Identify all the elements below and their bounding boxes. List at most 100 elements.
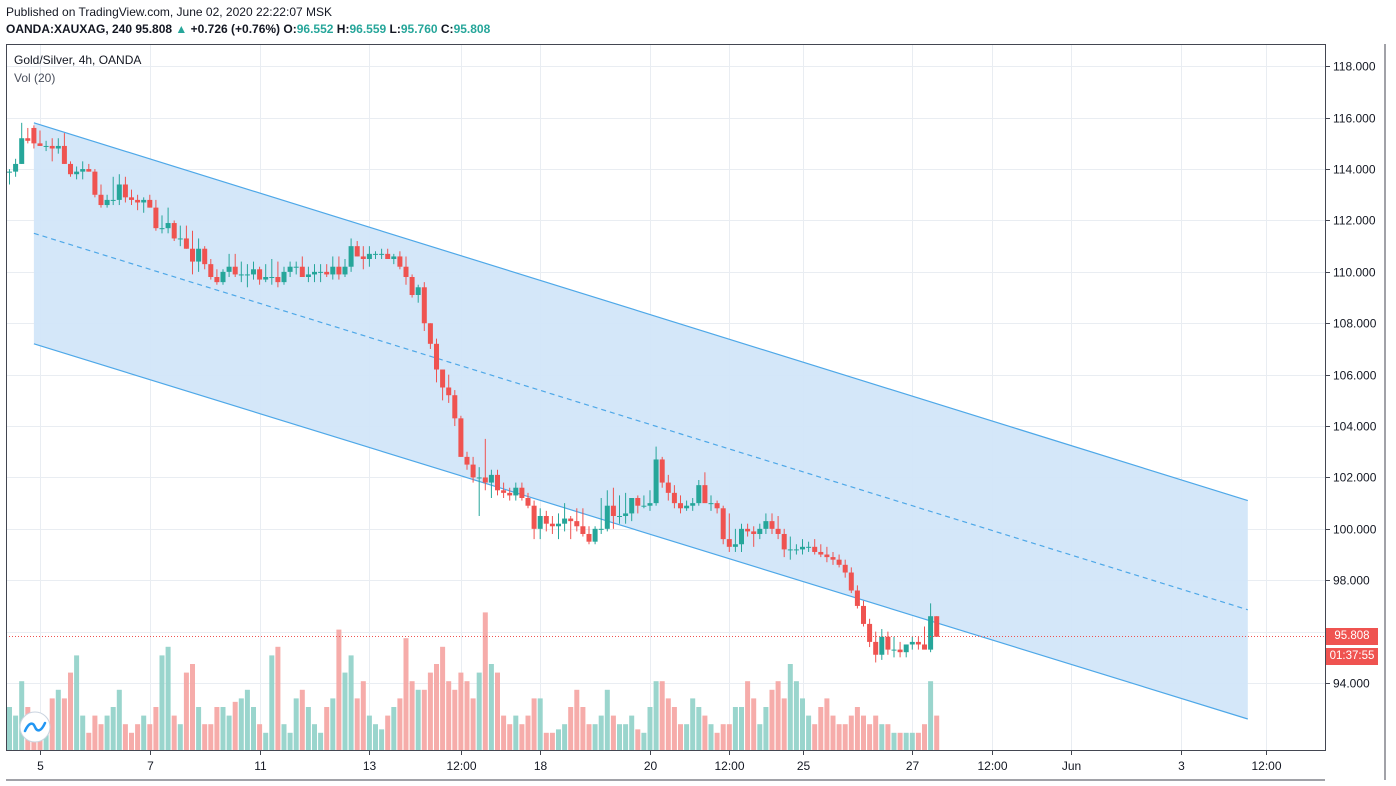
volume-bar <box>171 715 177 750</box>
candle <box>421 287 427 324</box>
channel-upper-line <box>33 122 1248 502</box>
volume-bar <box>909 732 915 750</box>
volume-bar <box>238 698 244 750</box>
volume-bar <box>836 724 842 750</box>
candle <box>623 513 629 516</box>
volume-bar <box>415 689 421 750</box>
candle <box>92 171 98 195</box>
volume-bar <box>110 707 116 750</box>
volume-legend[interactable]: Vol (20) <box>14 71 56 85</box>
candle <box>562 518 568 524</box>
candle <box>745 528 751 532</box>
up-arrow-icon: ▲ <box>175 22 188 36</box>
candle <box>360 256 366 260</box>
volume-bar <box>226 715 232 750</box>
candle <box>458 418 464 457</box>
volume-bar <box>287 732 293 750</box>
x-tick-label: 12:00 <box>446 759 476 773</box>
volume-bar <box>824 698 830 750</box>
volume-bar <box>379 729 385 750</box>
candle <box>867 623 873 642</box>
candle <box>116 184 122 200</box>
candle <box>25 138 31 141</box>
volume-bar <box>299 689 305 750</box>
x-tick-label: 27 <box>906 759 920 773</box>
volume-bar <box>580 707 586 750</box>
volume-bar <box>434 664 439 750</box>
volume-bar <box>153 707 159 750</box>
candle <box>257 269 263 280</box>
volume-bar <box>37 736 43 750</box>
candle <box>556 523 561 527</box>
volume-bar <box>781 698 787 750</box>
volume-bar <box>183 672 189 750</box>
candle <box>196 248 202 262</box>
candle <box>354 246 360 257</box>
volume-bar <box>391 707 397 750</box>
channel-lower-line <box>33 343 1248 720</box>
candle <box>739 528 744 545</box>
volume-bar <box>427 672 433 750</box>
volume-bar <box>19 681 25 750</box>
chart-legend-title[interactable]: Gold/Silver, 4h, OANDA <box>14 53 142 67</box>
volume-bar <box>275 646 281 750</box>
volume-bar <box>312 724 317 750</box>
volume-bar <box>68 672 73 750</box>
candle <box>135 199 141 203</box>
x-tick-label: 12:00 <box>714 759 744 773</box>
candle <box>568 518 574 522</box>
y-tick-label: 100.000 <box>1333 523 1377 537</box>
volume-bar <box>867 724 873 750</box>
volume-bars <box>7 612 940 750</box>
volume-bar <box>775 681 781 750</box>
volume-bar <box>763 707 769 750</box>
channel-fill <box>33 122 1248 719</box>
regression-channel[interactable] <box>33 122 1248 720</box>
candle <box>287 266 293 272</box>
low-value: 95.760 <box>400 22 438 36</box>
open-value: 96.552 <box>296 22 334 36</box>
candle <box>800 546 805 550</box>
channel-mid-line <box>33 232 1248 611</box>
close-label: C: <box>440 22 454 36</box>
candle <box>318 271 324 273</box>
candle <box>232 266 238 275</box>
candle <box>385 253 391 260</box>
candle <box>110 199 116 201</box>
candle <box>836 559 842 565</box>
volume-bar <box>458 672 464 750</box>
candle <box>312 271 317 275</box>
candle <box>238 274 244 276</box>
y-tick-label: 110.000 <box>1333 266 1376 280</box>
volume-bar <box>623 724 629 750</box>
volume-bar <box>568 707 574 750</box>
volume-bar <box>671 707 677 750</box>
x-tick-label: 20 <box>644 759 658 773</box>
candle <box>531 505 537 529</box>
volume-bar <box>708 724 714 750</box>
volume-bar <box>190 664 195 750</box>
candle <box>55 145 61 149</box>
candle <box>909 641 915 645</box>
volume-bar <box>897 732 903 750</box>
candle <box>842 564 848 573</box>
volume-bar <box>318 732 324 750</box>
tradingview-logo-icon[interactable] <box>19 711 51 743</box>
volume-bar <box>598 715 604 750</box>
volume-bar <box>562 724 568 750</box>
volume-bar <box>385 715 391 750</box>
candle <box>141 199 147 203</box>
volume-bar <box>244 689 250 750</box>
candle <box>885 636 891 650</box>
volume-bar <box>586 724 592 750</box>
y-tick-label: 112.000 <box>1333 214 1376 228</box>
volume-bar <box>251 707 256 750</box>
candle <box>641 505 647 507</box>
symbol-label[interactable]: OANDA:XAUXAG, 240 <box>6 22 133 36</box>
volume-bar <box>696 707 702 750</box>
volume-bar <box>574 689 580 750</box>
candle <box>903 644 909 653</box>
volume-bar <box>214 707 220 750</box>
volume-bar <box>891 732 897 750</box>
